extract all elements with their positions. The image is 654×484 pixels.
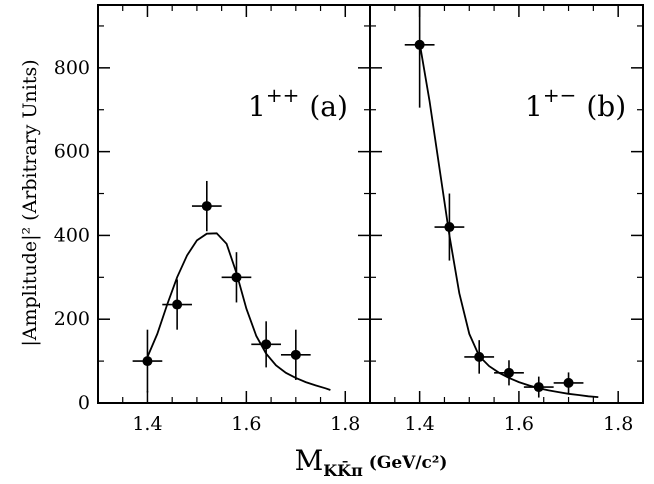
y-tick-label: 0 — [78, 392, 90, 414]
panel-label-superscript: +− — [543, 83, 577, 107]
x-tick-label: 1.6 — [231, 413, 261, 435]
panel-label-state: 1 — [525, 90, 543, 123]
panel-label-tag: (a) — [309, 90, 348, 123]
data-point-b-2 — [444, 222, 455, 233]
y-tick-label: 200 — [54, 308, 90, 330]
y-axis-title: |Amplitude|² (Arbitrary Units) — [19, 59, 41, 346]
data-point-b-1 — [414, 39, 425, 50]
data-point-b-4 — [503, 367, 514, 378]
data-point-a-4 — [231, 272, 242, 283]
panel-label-a: 1++ (a) — [248, 83, 348, 123]
x-tick-label: 1.8 — [603, 413, 633, 435]
y-tick-label: 600 — [54, 141, 90, 163]
x-tick-label: 1.4 — [405, 413, 435, 435]
panel-b: 1+− (b) — [404, 5, 626, 398]
data-point-b-6 — [563, 377, 574, 388]
x-axis-title-unit: (GeV/c²) — [369, 453, 448, 473]
data-point-b-5 — [533, 382, 544, 393]
panel-label-b: 1+− (b) — [525, 83, 626, 123]
data-point-a-2 — [172, 299, 183, 310]
data-point-a-1 — [142, 356, 153, 367]
x-tick-label: 1.6 — [504, 413, 534, 435]
panel-label-tag: (b) — [586, 90, 626, 123]
data-point-a-3 — [201, 201, 212, 212]
fit-curve-a — [146, 232, 331, 391]
x-tick-label: 1.4 — [132, 413, 162, 435]
axis-ticks: 0 200 400 600 800 1.4 1.6 1.8 1.4 1.6 1.8 — [54, 5, 643, 435]
data-point-b-3 — [474, 351, 485, 362]
x-tick-label: 1.8 — [330, 413, 360, 435]
panel-label-superscript: ++ — [266, 83, 300, 107]
x-axis-title: MKK̄π (GeV/c²) — [295, 444, 448, 480]
y-tick-label: 400 — [54, 224, 90, 246]
panel-label-state: 1 — [248, 90, 266, 123]
plot-frame — [97, 4, 644, 404]
data-point-a-6 — [290, 349, 301, 360]
x-axis-title-main: M — [295, 444, 324, 477]
data-point-a-5 — [261, 339, 272, 350]
y-tick-label: 800 — [54, 57, 90, 79]
panel-a: 1++ (a) — [132, 83, 348, 393]
x-axis-title-subscript: KK̄π — [323, 460, 363, 480]
